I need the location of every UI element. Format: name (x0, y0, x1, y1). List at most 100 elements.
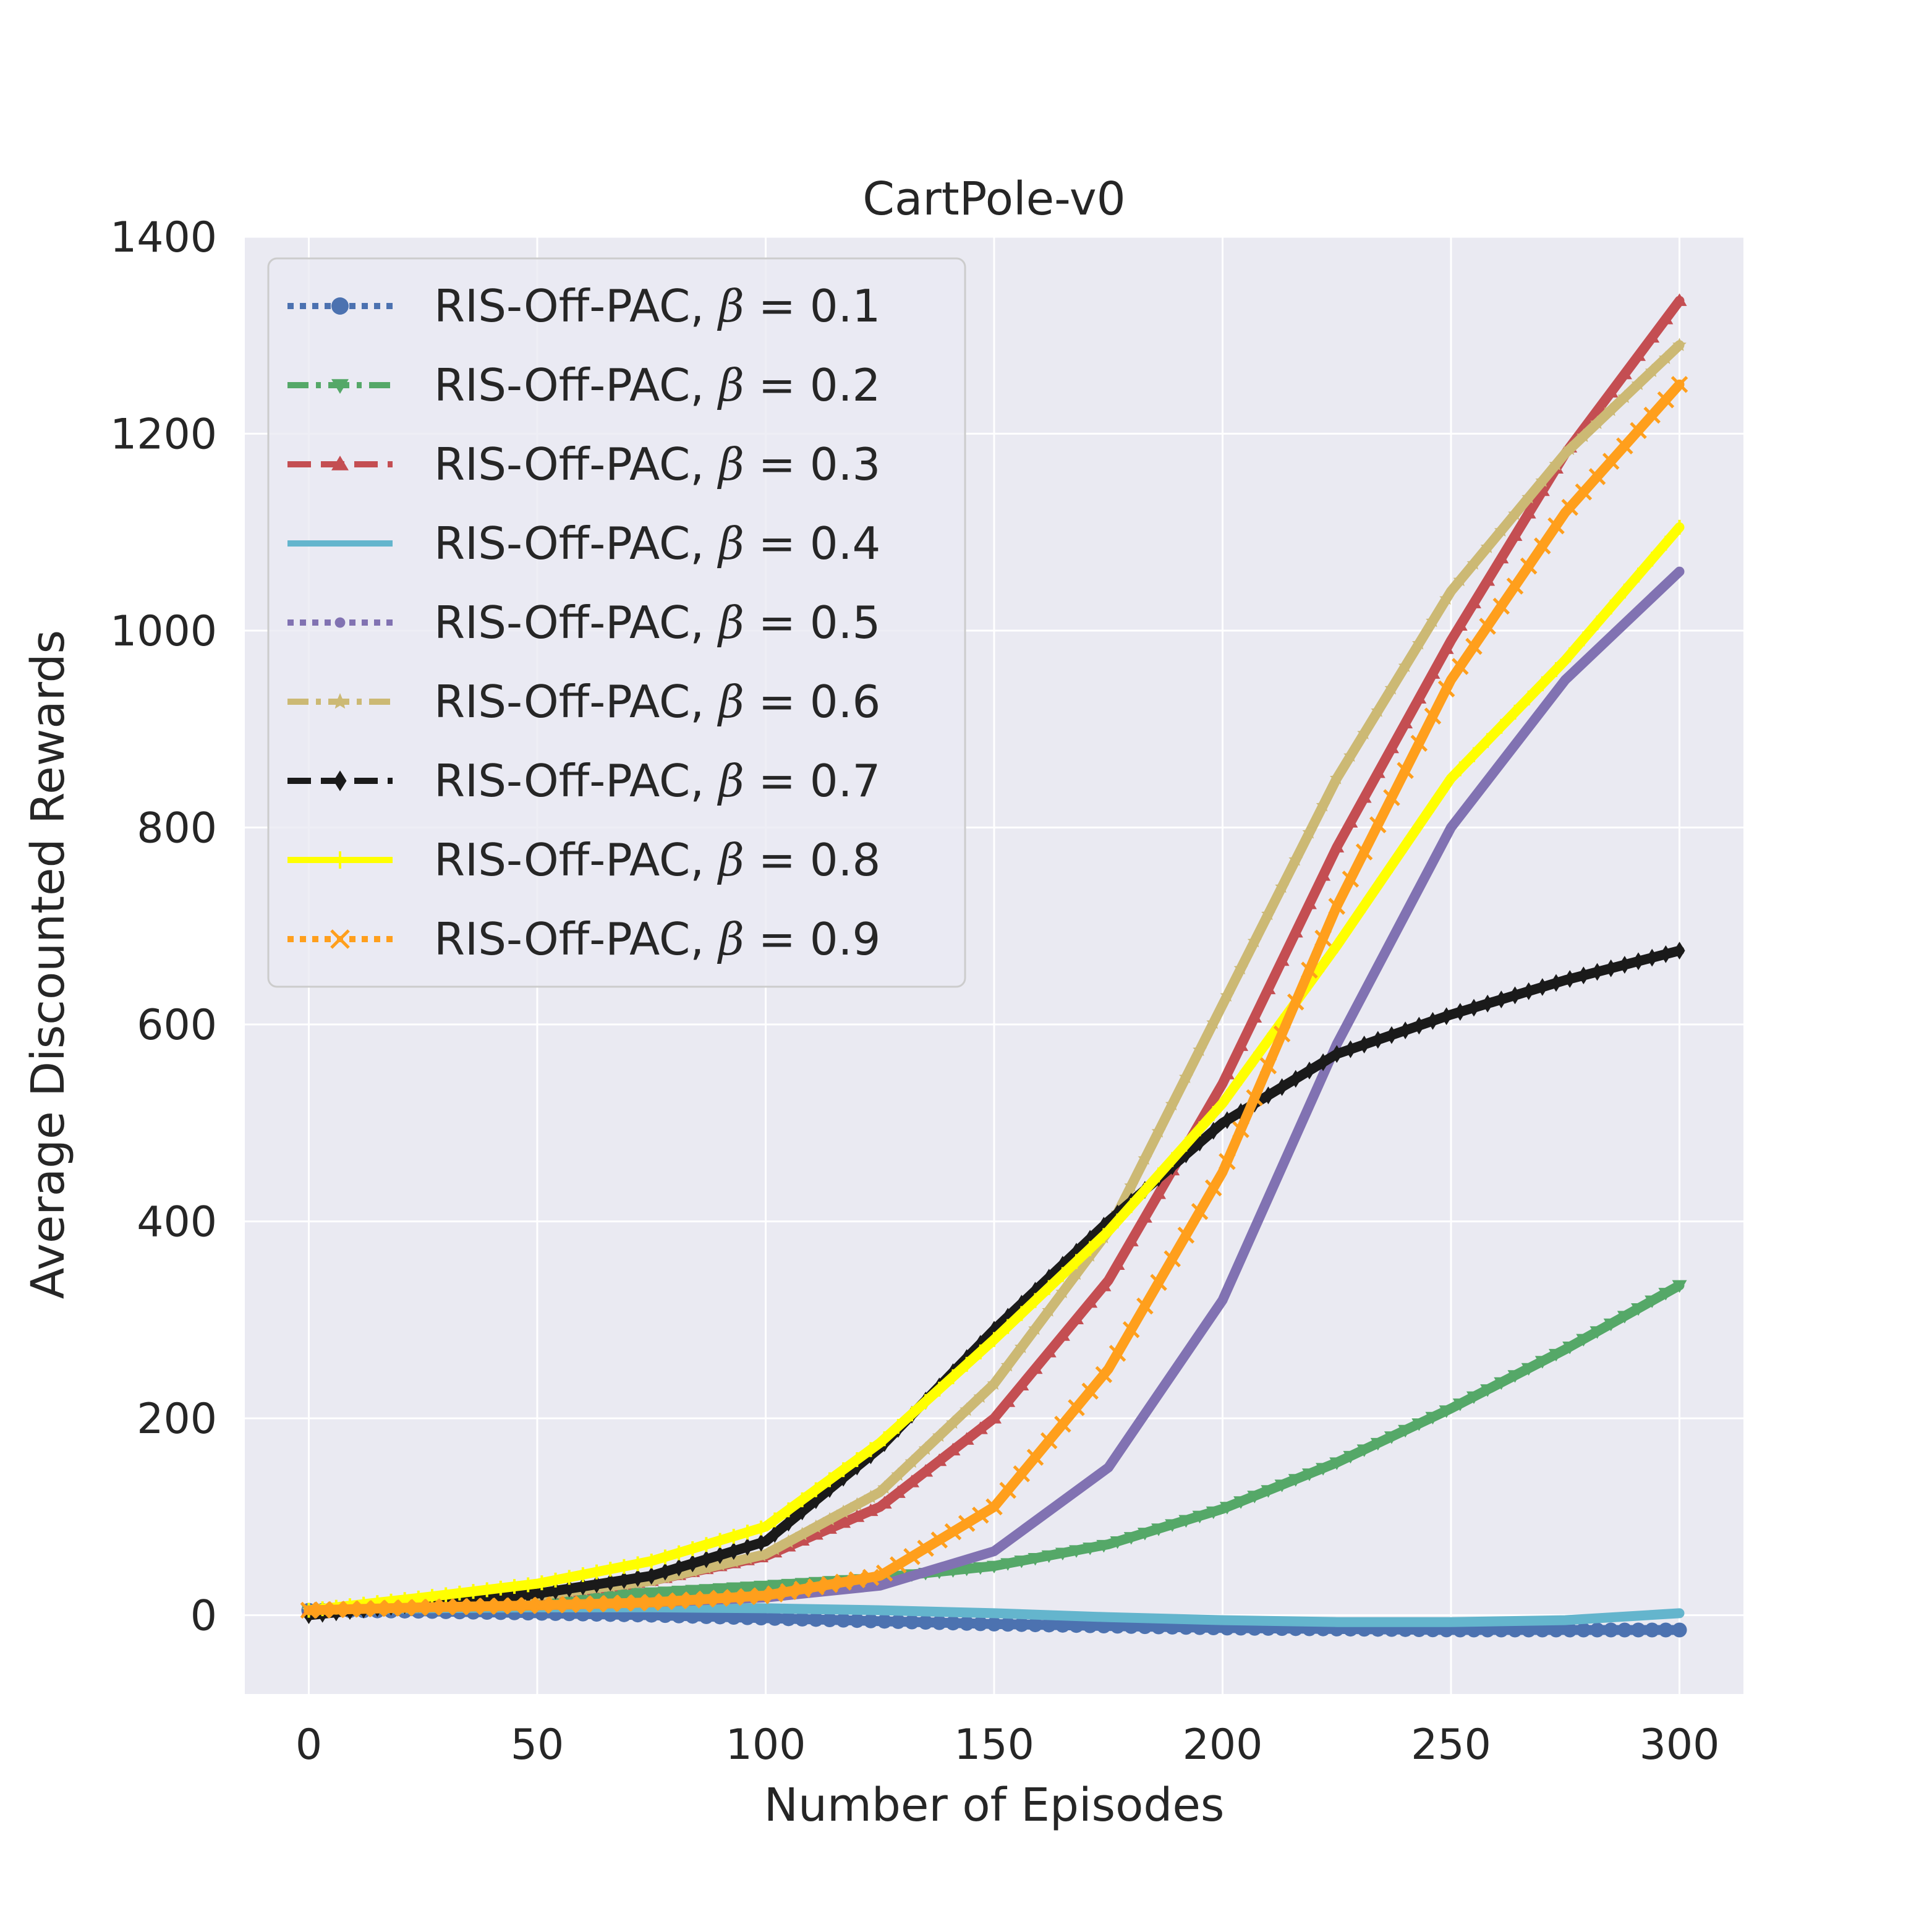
series-3-marker (863, 1503, 879, 1517)
series-9-marker (1342, 870, 1360, 888)
series-8 (304, 519, 1685, 1618)
series-1-marker (1658, 1622, 1674, 1638)
series-7-marker (1345, 1040, 1356, 1058)
series-1-marker (712, 1609, 728, 1625)
series-7-marker (1551, 974, 1562, 992)
series-5-marker (1085, 1476, 1095, 1486)
series-7-marker (632, 1568, 644, 1587)
series-5-marker (976, 1551, 985, 1560)
series-3-marker (987, 1411, 1002, 1424)
series-1-marker (1589, 1622, 1605, 1638)
series-9-marker (1492, 597, 1510, 615)
series-1-marker (754, 1611, 769, 1626)
legend-marker (333, 770, 347, 791)
series-9-marker (519, 1597, 537, 1614)
series-2-marker (1151, 1523, 1167, 1536)
series-3-marker (972, 1421, 988, 1434)
series-2-marker (1439, 1405, 1454, 1418)
series-7-marker (687, 1554, 699, 1573)
series-5-marker (1400, 909, 1410, 919)
series-5-marker (866, 1582, 875, 1591)
series-5-marker (1113, 1449, 1122, 1459)
series-3-marker (1206, 1092, 1221, 1105)
series-7-marker (673, 1559, 685, 1577)
series-1-marker (1521, 1622, 1536, 1638)
series-6-marker (973, 1389, 988, 1403)
series-2-marker (1549, 1348, 1564, 1362)
series-2-marker (1645, 1295, 1660, 1308)
series-5-marker (1099, 1466, 1109, 1476)
series-1-marker (726, 1610, 741, 1625)
series-1-marker (1549, 1622, 1564, 1638)
series-6-marker (1247, 934, 1262, 948)
series-1-marker (1534, 1622, 1550, 1638)
series-1-marker (918, 1615, 934, 1630)
series-5-marker (1620, 619, 1630, 628)
series-7-marker (769, 1525, 781, 1543)
series-9-marker (1506, 577, 1524, 595)
series-3-marker (959, 1432, 974, 1445)
series-9-marker (1040, 1432, 1058, 1450)
series-6-marker (946, 1415, 960, 1429)
series-5-marker (1675, 567, 1684, 576)
series-5-marker (1538, 705, 1547, 714)
legend-box (267, 257, 966, 988)
series-9-marker (1534, 537, 1551, 555)
series-6-marker (1384, 681, 1399, 695)
series-9-marker (1397, 762, 1414, 779)
series-9-marker (1246, 1089, 1264, 1107)
series-7-marker (1317, 1053, 1329, 1071)
series-1-marker (972, 1616, 988, 1632)
series-7-marker (1262, 1086, 1274, 1105)
series-6-marker (918, 1441, 933, 1455)
series-2-marker (1411, 1418, 1427, 1431)
series-2-marker (781, 1578, 796, 1592)
series-3-marker (1480, 573, 1496, 586)
legend-label: RIS-Off-PAC, β = 0.1 (434, 280, 880, 332)
series-3-marker (904, 1475, 919, 1487)
series-6-marker (781, 1534, 796, 1548)
series-2-marker (972, 1562, 988, 1575)
series-9-marker (903, 1547, 921, 1565)
series-6-marker (767, 1541, 782, 1555)
legend-entry: RIS-Off-PAC, β = 0.5 (287, 597, 880, 649)
series-1-marker (932, 1615, 947, 1630)
legend-entry: RIS-Off-PAC, β = 0.3 (287, 438, 880, 490)
series-6-marker (1302, 825, 1317, 839)
series-7-marker (1331, 1045, 1343, 1063)
series-7-marker (1221, 1111, 1233, 1130)
series-3-marker (1137, 1210, 1152, 1223)
series-6-marker (1672, 338, 1687, 351)
series-3-marker (1645, 330, 1660, 343)
series-5-marker (1044, 1506, 1053, 1516)
series-5-marker (1442, 832, 1451, 841)
x-tick-label: 100 (726, 1721, 806, 1769)
series-7-marker (810, 1491, 822, 1509)
series-9-marker (313, 1601, 331, 1619)
series-2-marker (671, 1585, 687, 1599)
series-2-marker (1617, 1311, 1632, 1324)
series-7-marker (618, 1571, 630, 1589)
series-6-marker (1275, 879, 1289, 893)
series-3-marker (1507, 528, 1523, 541)
series-9-marker (711, 1589, 729, 1607)
series-6-marker (1357, 726, 1371, 739)
series-5-marker (935, 1563, 944, 1573)
legend-marker (331, 693, 349, 709)
series-6-marker (1604, 402, 1619, 416)
series-3-marker (1411, 691, 1427, 704)
series-7-marker (1674, 942, 1685, 960)
legend-label: RIS-Off-PAC, β = 0.5 (434, 597, 880, 649)
series-9-marker (1383, 789, 1400, 806)
series-2-marker (1192, 1510, 1207, 1524)
series-6-marker (1590, 415, 1604, 429)
series-2-marker (1110, 1536, 1125, 1549)
series-2-marker (1219, 1502, 1235, 1515)
series-1-marker (904, 1614, 919, 1630)
series-5-marker (1661, 580, 1670, 589)
series-9-marker (1437, 680, 1455, 698)
legend-label: RIS-Off-PAC, β = 0.6 (434, 676, 880, 728)
series-9-marker (972, 1507, 989, 1524)
series-2-marker (1356, 1444, 1372, 1457)
legend-marker (331, 456, 349, 470)
